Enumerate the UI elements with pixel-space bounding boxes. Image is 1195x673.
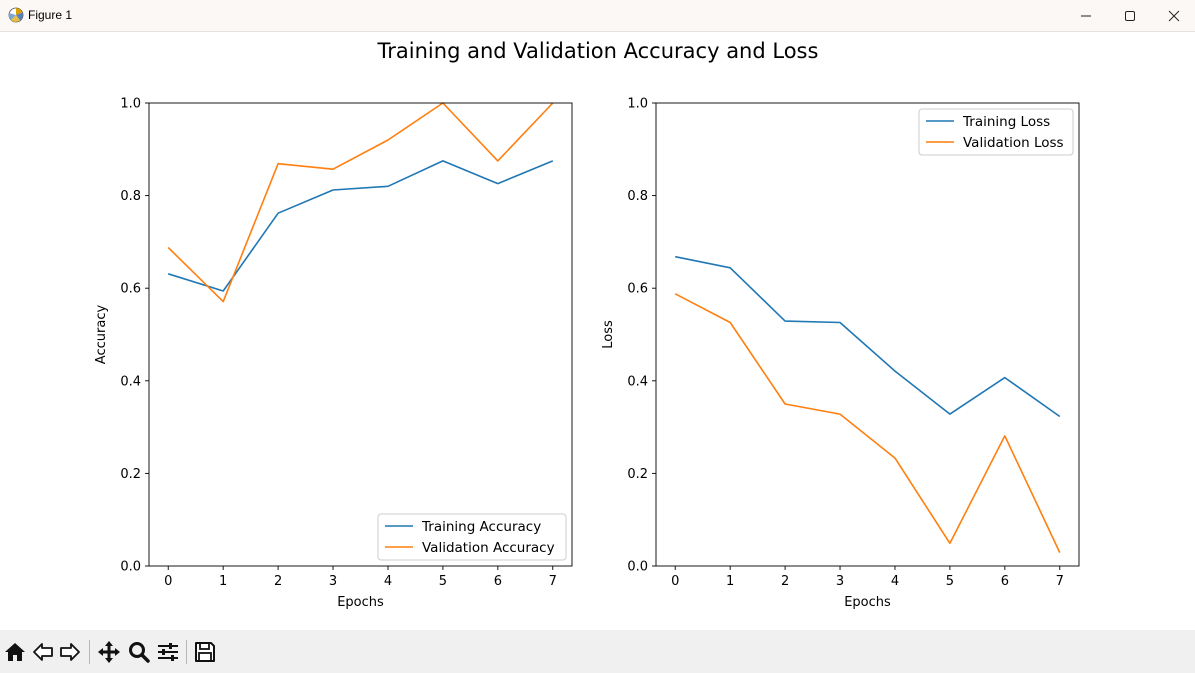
figure-svg: Training and Validation Accuracy and Los… bbox=[94, 39, 1080, 610]
sliders-icon bbox=[158, 643, 178, 661]
y-tick-label: 0.6 bbox=[627, 282, 648, 297]
x-tick-label: 3 bbox=[329, 574, 337, 589]
y-tick-label: 0.4 bbox=[627, 374, 648, 389]
back-button[interactable] bbox=[30, 639, 56, 665]
home-icon bbox=[5, 643, 25, 661]
pan-button[interactable] bbox=[96, 639, 122, 665]
window-title: Figure 1 bbox=[28, 8, 73, 22]
y-tick-label: 0.4 bbox=[120, 374, 141, 389]
x-axis-label: Epochs bbox=[844, 595, 891, 610]
y-tick-label: 0.0 bbox=[120, 560, 141, 575]
forward-button[interactable] bbox=[57, 639, 83, 665]
x-tick-label: 4 bbox=[891, 574, 899, 589]
legend-label: Training Accuracy bbox=[421, 519, 541, 535]
x-tick-label: 2 bbox=[274, 574, 282, 589]
y-tick-label: 0.0 bbox=[627, 560, 648, 575]
figure-canvas[interactable]: Training and Validation Accuracy and Los… bbox=[0, 32, 1195, 630]
legend-label: Training Loss bbox=[962, 114, 1050, 130]
maximize-button[interactable] bbox=[1107, 0, 1153, 31]
y-tick-label: 1.0 bbox=[627, 97, 648, 112]
y-axis-label: Accuracy bbox=[94, 305, 109, 365]
y-tick-label: 0.2 bbox=[627, 467, 648, 482]
loss-axes: 0 1 2 3 4 5 6 7 0.0 0.2 0.4 0.6 0.8 1.0 Epochs Loss Trai… bbox=[601, 97, 1080, 610]
close-button[interactable] bbox=[1151, 0, 1195, 31]
toolbar-separator bbox=[89, 640, 90, 664]
x-tick-label: 5 bbox=[946, 574, 954, 589]
legend: Training Accuracy Validation Accuracy bbox=[377, 513, 567, 561]
maximize-icon bbox=[1125, 10, 1135, 21]
x-axis-label: Epochs bbox=[337, 595, 384, 610]
save-button[interactable] bbox=[192, 639, 218, 665]
legend-box bbox=[918, 108, 1074, 156]
y-tick-label: 0.8 bbox=[120, 189, 141, 204]
accuracy-axes: 0 1 2 3 4 5 6 7 0.0 0.2 0.4 0.6 0.8 1.0 Epochs Accuracy… bbox=[94, 97, 573, 610]
minimize-icon bbox=[1081, 15, 1091, 16]
x-tick-label: 0 bbox=[671, 574, 679, 589]
figure-title: Training and Validation Accuracy and Los… bbox=[377, 39, 819, 63]
home-button[interactable] bbox=[2, 639, 28, 665]
series-line-validation-accuracy bbox=[167, 102, 554, 303]
series-line-validation-loss bbox=[674, 293, 1061, 553]
y-axis-label: Loss bbox=[601, 320, 616, 349]
axes-frame bbox=[148, 102, 573, 567]
toolbar-separator bbox=[186, 640, 187, 664]
y-tick-label: 0.8 bbox=[627, 189, 648, 204]
matplotlib-icon bbox=[8, 7, 24, 23]
x-tick-label: 3 bbox=[836, 574, 844, 589]
legend: Training Loss Validation Loss bbox=[918, 108, 1074, 156]
x-tick-label: 1 bbox=[219, 574, 227, 589]
x-tick-label: 7 bbox=[549, 574, 557, 589]
x-tick-label: 0 bbox=[164, 574, 172, 589]
y-tick-label: 0.6 bbox=[120, 282, 141, 297]
legend-label: Validation Loss bbox=[963, 135, 1064, 151]
minimize-button[interactable] bbox=[1063, 0, 1109, 31]
axes-frame bbox=[655, 102, 1080, 567]
x-tick-label: 7 bbox=[1056, 574, 1064, 589]
x-tick-label: 6 bbox=[1001, 574, 1009, 589]
forward-arrow-icon bbox=[60, 643, 80, 661]
navigation-toolbar bbox=[0, 630, 1195, 673]
back-arrow-icon bbox=[33, 643, 53, 661]
x-tick-label: 1 bbox=[726, 574, 734, 589]
x-tick-label: 5 bbox=[439, 574, 447, 589]
series-line-training-accuracy bbox=[167, 160, 554, 292]
series-line-training-loss bbox=[675, 255, 1061, 418]
zoom-button[interactable] bbox=[126, 639, 152, 665]
configure-subplots-button[interactable] bbox=[155, 639, 181, 665]
floppy-disk-icon bbox=[195, 642, 215, 662]
x-tick-label: 4 bbox=[384, 574, 392, 589]
close-icon bbox=[1168, 10, 1180, 21]
magnifier-icon bbox=[129, 642, 150, 663]
y-tick-label: 0.2 bbox=[120, 467, 141, 482]
move-icon bbox=[98, 641, 120, 663]
legend-label: Validation Accuracy bbox=[422, 540, 555, 556]
x-tick-label: 6 bbox=[494, 574, 502, 589]
window-titlebar: Figure 1 bbox=[0, 0, 1195, 32]
legend-box bbox=[377, 513, 567, 561]
x-tick-label: 2 bbox=[781, 574, 789, 589]
y-tick-label: 1.0 bbox=[120, 97, 141, 112]
